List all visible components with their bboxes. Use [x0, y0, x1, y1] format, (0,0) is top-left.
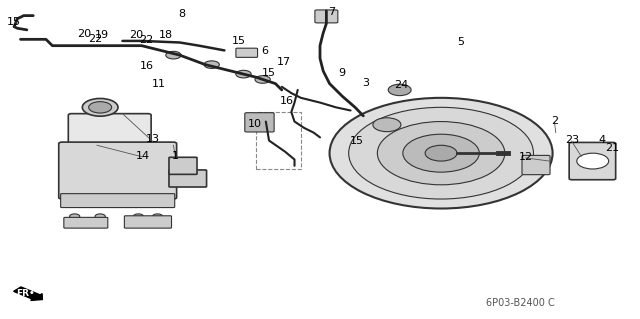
Text: 10: 10 — [248, 119, 262, 129]
Text: 4: 4 — [598, 135, 605, 145]
Text: 15: 15 — [232, 36, 245, 46]
Text: 13: 13 — [145, 134, 159, 144]
FancyBboxPatch shape — [169, 157, 197, 174]
Circle shape — [403, 134, 479, 172]
FancyBboxPatch shape — [169, 170, 207, 187]
FancyBboxPatch shape — [59, 142, 177, 199]
Circle shape — [89, 102, 111, 113]
Text: 20: 20 — [129, 30, 143, 40]
FancyBboxPatch shape — [68, 114, 151, 148]
FancyBboxPatch shape — [315, 10, 338, 23]
Text: 3: 3 — [362, 78, 369, 88]
Text: FR•: FR• — [16, 289, 35, 298]
Circle shape — [236, 70, 251, 78]
Text: 21: 21 — [605, 143, 619, 153]
Text: 7: 7 — [328, 7, 335, 18]
Text: 8: 8 — [178, 9, 186, 19]
Circle shape — [166, 51, 181, 59]
Text: 15: 15 — [350, 136, 364, 146]
Circle shape — [373, 118, 401, 132]
Text: 14: 14 — [136, 151, 150, 161]
Circle shape — [378, 122, 505, 185]
Text: 16: 16 — [140, 61, 154, 71]
FancyBboxPatch shape — [124, 216, 172, 228]
Text: 15: 15 — [262, 68, 276, 78]
FancyBboxPatch shape — [245, 113, 274, 132]
Circle shape — [70, 214, 80, 219]
Circle shape — [349, 107, 534, 199]
Text: 15: 15 — [7, 17, 21, 27]
Circle shape — [95, 214, 105, 219]
FancyArrow shape — [13, 287, 42, 300]
Text: 18: 18 — [159, 30, 173, 40]
FancyBboxPatch shape — [236, 48, 257, 57]
Text: 20: 20 — [77, 29, 92, 39]
Circle shape — [425, 145, 457, 161]
Text: 6P03-B2400 C: 6P03-B2400 C — [486, 298, 554, 308]
Text: 23: 23 — [564, 135, 579, 145]
Circle shape — [330, 98, 552, 209]
Text: 1: 1 — [172, 151, 179, 161]
Text: 22: 22 — [88, 34, 103, 44]
Circle shape — [255, 76, 270, 83]
Text: 16: 16 — [280, 96, 294, 106]
Text: 6: 6 — [261, 46, 268, 56]
Text: 24: 24 — [394, 80, 409, 90]
FancyBboxPatch shape — [569, 142, 616, 180]
Circle shape — [204, 61, 220, 69]
Text: 9: 9 — [339, 68, 346, 78]
Circle shape — [152, 214, 163, 219]
Text: 12: 12 — [519, 152, 533, 162]
FancyBboxPatch shape — [522, 155, 550, 175]
Circle shape — [133, 214, 143, 219]
FancyBboxPatch shape — [61, 194, 175, 208]
Text: 11: 11 — [152, 78, 166, 89]
Text: 5: 5 — [457, 37, 464, 47]
Circle shape — [83, 99, 118, 116]
Circle shape — [577, 153, 609, 169]
Text: 17: 17 — [276, 57, 291, 67]
FancyBboxPatch shape — [64, 217, 108, 228]
Circle shape — [388, 84, 411, 96]
Text: 22: 22 — [140, 35, 154, 45]
Text: 19: 19 — [95, 30, 109, 40]
Text: 2: 2 — [551, 116, 558, 126]
